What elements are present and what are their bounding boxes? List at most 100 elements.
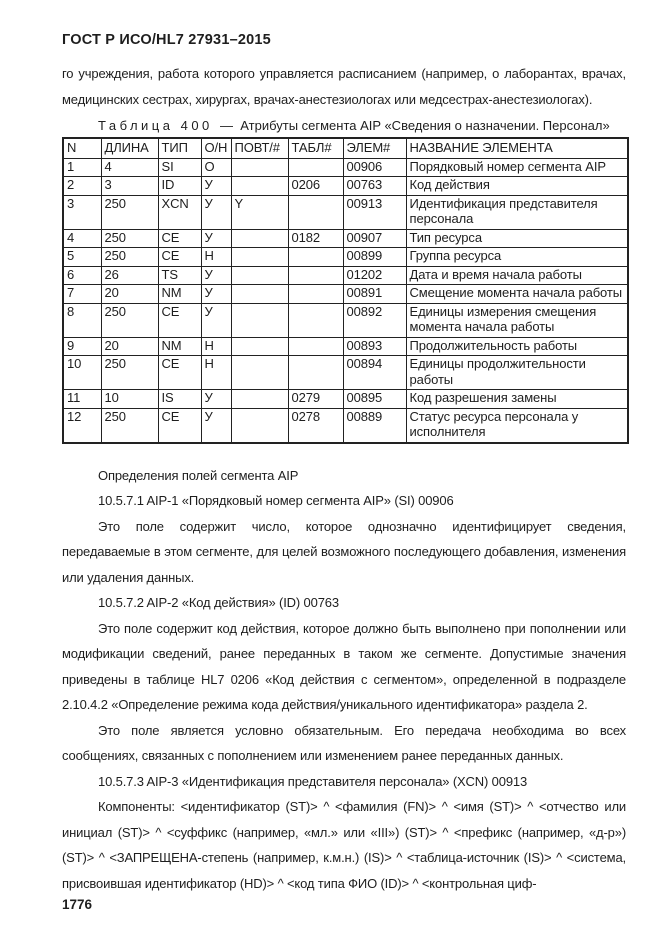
table-cell: Дата и время начала работы — [405, 265, 629, 285]
table-cell: 3 — [100, 176, 159, 196]
table-cell — [287, 265, 344, 285]
table-caption-separator: — — [220, 118, 234, 133]
table-cell: 3 — [62, 194, 102, 230]
table-row: 4 250 CE У 0182 00907 Тип ресурса — [62, 228, 629, 248]
table-cell: CE — [157, 247, 202, 267]
table-row: 6 26 TS У 01202 Дата и время начала работы — [62, 265, 629, 285]
table-cell — [230, 355, 289, 390]
table-cell: CE — [157, 355, 202, 390]
table-cell: 5 — [62, 247, 102, 267]
table-cell: 0278 — [287, 407, 344, 443]
table-cell: У — [200, 228, 232, 248]
page-content: ГОСТ Р ИСО/HL7 27931–2015 го учреждения,… — [62, 32, 629, 926]
column-header: О/Н — [200, 137, 232, 159]
table-cell: У — [200, 407, 232, 443]
section-paragraph: Это поле содержит код действия, которое … — [62, 620, 626, 713]
table-cell: Идентификация представителя персонала — [405, 194, 629, 230]
table-cell: 250 — [100, 194, 159, 230]
table-cell: 0206 — [287, 176, 344, 196]
table-row: 12 250 CE У 0278 00889 Статус ресурса персонал… — [62, 407, 629, 443]
table-cell: У — [200, 194, 232, 230]
table-cell: 7 — [62, 284, 102, 304]
table-cell — [230, 247, 289, 267]
table-cell: 6 — [62, 265, 102, 285]
column-header: ДЛИНА — [100, 137, 159, 159]
table-cell: 250 — [100, 228, 159, 248]
table-cell: 0279 — [287, 389, 344, 409]
table-cell: Н — [200, 247, 232, 267]
table-cell: 00913 — [342, 194, 407, 230]
table-cell: SI — [157, 157, 202, 177]
table-cell — [230, 389, 289, 409]
table-cell: ID — [157, 176, 202, 196]
table-cell — [287, 247, 344, 267]
table-cell — [230, 336, 289, 356]
table-cell — [230, 157, 289, 177]
table-row: 7 20 NM У 00891 Смещение момента начала работ… — [62, 284, 629, 304]
table-cell: 01202 — [342, 265, 407, 285]
table-cell: 250 — [100, 302, 159, 338]
table-cell: Н — [200, 355, 232, 390]
table-row: 8 250 CE У 00892 Единицы измерения смещения м… — [62, 302, 629, 338]
table-cell — [230, 265, 289, 285]
section-paragraph: Это поле содержит число, которое однозна… — [62, 518, 626, 585]
table-cell: 20 — [100, 284, 159, 304]
table-cell: 00889 — [342, 407, 407, 443]
document-title: ГОСТ Р ИСО/HL7 27931–2015 — [62, 32, 271, 48]
table-cell: 4 — [62, 228, 102, 248]
section-paragraph: Это поле является условно обязательным. … — [62, 722, 626, 764]
table-cell — [230, 176, 289, 196]
table-cell: 00899 — [342, 247, 407, 267]
table-cell: У — [200, 265, 232, 285]
table-cell: Единицы измерения смещения момента начал… — [405, 302, 629, 338]
table-cell: XCN — [157, 194, 202, 230]
table-cell: 12 — [62, 407, 102, 443]
table-cell: 00894 — [342, 355, 407, 390]
section-heading: 10.5.7.1 AIP-1 «Порядковый номер сегмент… — [98, 493, 454, 508]
table-cell: 00893 — [342, 336, 407, 356]
table-cell — [287, 194, 344, 230]
table-cell: 9 — [62, 336, 102, 356]
table-row: 3 250 XCN У Y 00913 Идентификация представител… — [62, 194, 629, 230]
table-row: 1 4 SI О 00906 Порядковый номер сегмента AIP — [62, 157, 629, 177]
table-cell — [287, 284, 344, 304]
table-cell: Код разрешения замены — [405, 389, 629, 409]
table-cell — [230, 407, 289, 443]
table-cell — [287, 302, 344, 338]
page-number: 1776 — [62, 897, 93, 912]
table-cell: Группа ресурса — [405, 247, 629, 267]
table-cell: NM — [157, 284, 202, 304]
table-cell — [287, 355, 344, 390]
table-cell: У — [200, 284, 232, 304]
table-cell — [230, 228, 289, 248]
column-header: ТИП — [157, 137, 202, 159]
table-cell: CE — [157, 228, 202, 248]
table-cell: 00907 — [342, 228, 407, 248]
column-header: НАЗВАНИЕ ЭЛЕМЕНТА — [405, 137, 629, 159]
table-cell — [230, 302, 289, 338]
table-cell — [287, 336, 344, 356]
table-cell: Статус ресурса персонала у исполнителя — [405, 407, 629, 443]
section-heading: 10.5.7.2 AIP-2 «Код действия» (ID) 00763 — [98, 595, 339, 610]
table-cell: 11 — [62, 389, 102, 409]
definitions-title: Определения полей сегмента AIP — [98, 467, 299, 483]
column-header: ПОВТ/# — [230, 137, 289, 159]
table-cell: Н — [200, 336, 232, 356]
table-cell: О — [200, 157, 232, 177]
table-cell: 26 — [100, 265, 159, 285]
table-row: 10 250 CE Н 00894 Единицы продолжительности р… — [62, 355, 629, 390]
table-cell: 00763 — [342, 176, 407, 196]
table-caption-label: Таблица 400 — [98, 118, 213, 133]
table-cell: 1 — [62, 157, 102, 177]
table-caption: Таблица 400 — Атрибуты сегмента AIP «Све… — [98, 118, 626, 133]
table-cell: 250 — [100, 355, 159, 390]
field-definitions: Определения полей сегмента AIP 10.5.7.1 … — [62, 463, 626, 897]
section-paragraph: Компоненты: <идентификатор (ST)> ^ <фами… — [62, 799, 626, 891]
table-cell: 250 — [100, 247, 159, 267]
table-row: 11 10 IS У 0279 00895 Код разрешения замены — [62, 389, 629, 409]
column-header: ЭЛЕМ# — [342, 137, 407, 159]
table-row: 9 20 NM Н 00893 Продолжительность работы — [62, 336, 629, 356]
table-header-row: N ДЛИНА ТИП О/Н ПОВТ/# ТАБЛ# ЭЛЕМ# НАЗВА… — [62, 137, 629, 159]
table-cell: Y — [230, 194, 289, 230]
table-cell: 20 — [100, 336, 159, 356]
